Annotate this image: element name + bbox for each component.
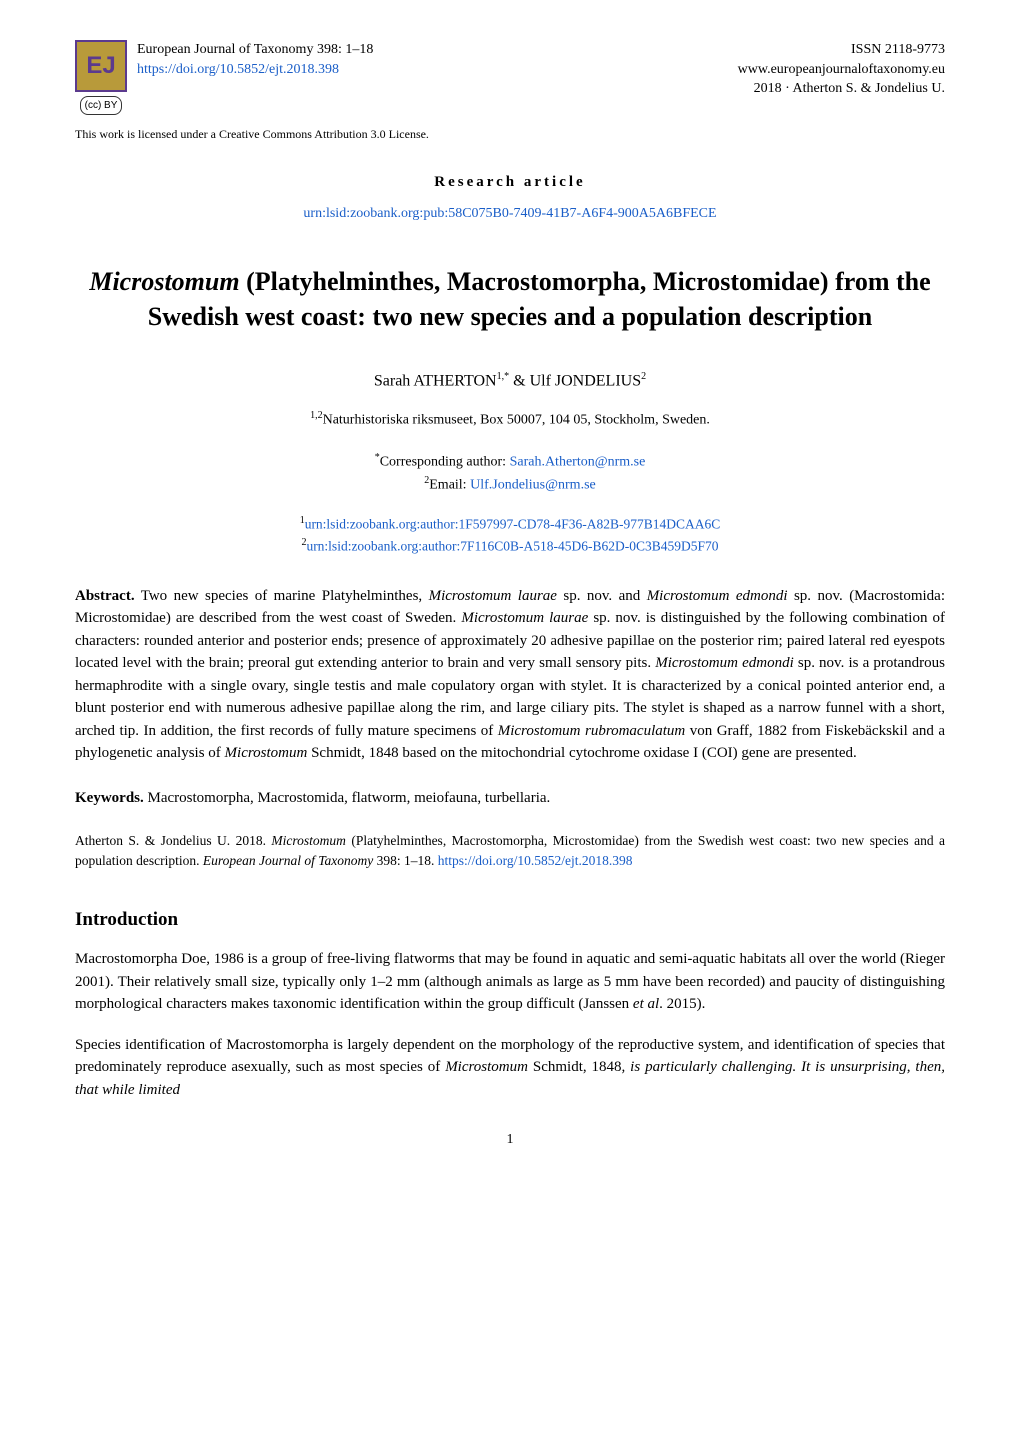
author-1-name: Sarah ATHERTON — [374, 373, 497, 390]
affiliation-sup: 1,2 — [310, 410, 323, 421]
corr-label-1: Corresponding author: — [380, 455, 510, 470]
title-italic: Microstomum — [89, 267, 239, 296]
urn-main-link[interactable]: urn:lsid:zoobank.org:pub:58C075B0-7409-4… — [303, 206, 716, 221]
affiliation: 1,2Naturhistoriska riksmuseet, Box 50007… — [75, 408, 945, 431]
abs-p1: Two new species of marine Platyhelminthe… — [135, 588, 429, 604]
authors-amp: & — [509, 373, 529, 390]
corr-email-2[interactable]: Ulf.Jondelius@nrm.se — [470, 477, 596, 492]
cc-by-icon: (cc) BY — [80, 96, 123, 115]
author-urn-2-link[interactable]: urn:lsid:zoobank.org:author:7F116C0B-A51… — [306, 539, 718, 554]
author-urn-2: 2urn:lsid:zoobank.org:author:7F116C0B-A5… — [75, 535, 945, 557]
authors-line: Sarah ATHERTON1,* & Ulf JONDELIUS2 — [75, 369, 945, 393]
abs-i1: Microstomum laurae — [429, 588, 557, 604]
title-rest: (Platyhelminthes, Macrostomorpha, Micros… — [148, 267, 931, 331]
article-type: Research article — [75, 171, 945, 194]
affiliation-text: Naturhistoriska riksmuseet, Box 50007, 1… — [323, 412, 710, 427]
abs-i4: Microstomum edmondi — [655, 655, 794, 671]
intro-p1a: Macrostomorpha Doe, 1986 is a group of f… — [75, 951, 945, 1012]
journal-logo-box: EJ (cc) BY — [75, 40, 127, 115]
header-left: EJ (cc) BY European Journal of Taxonomy … — [75, 40, 373, 115]
copyright-line: 2018 · Atherton S. & Jondelius U. — [738, 79, 945, 99]
corresponding-block: *Corresponding author: Sarah.Atherton@nr… — [75, 450, 945, 495]
cite-p3: 398: 1–18. — [373, 853, 438, 868]
header-right: ISSN 2118-9773 www.europeanjournaloftaxo… — [738, 40, 945, 99]
keywords: Keywords. Macrostomorpha, Macrostomida, … — [75, 787, 945, 810]
ej-logo-icon: EJ — [75, 40, 127, 92]
intro-para-1: Macrostomorpha Doe, 1986 is a group of f… — [75, 948, 945, 1016]
abs-i6: Microstomum — [225, 745, 308, 761]
page-number: 1 — [75, 1129, 945, 1150]
license-line: This work is licensed under a Creative C… — [75, 125, 945, 143]
abs-i5: Microstomum rubromaculatum — [498, 723, 686, 739]
corr-label-2: Email: — [429, 477, 470, 492]
doi-link[interactable]: https://doi.org/10.5852/ejt.2018.398 — [137, 62, 339, 77]
intro-p1i: et al — [633, 996, 659, 1012]
author-2-name: Ulf JONDELIUS — [530, 373, 642, 390]
issn-line: ISSN 2118-9773 — [738, 40, 945, 60]
keywords-label: Keywords. — [75, 790, 144, 806]
author-urn-1: 1urn:lsid:zoobank.org:author:1F597997-CD… — [75, 513, 945, 535]
keywords-text: Macrostomorpha, Macrostomida, flatworm, … — [144, 790, 551, 806]
abstract: Abstract. Two new species of marine Plat… — [75, 585, 945, 765]
author-1-sup: 1,* — [497, 371, 510, 382]
abs-p2: sp. nov. and — [557, 588, 647, 604]
cite-i2: European Journal of Taxonomy — [203, 853, 373, 868]
intro-p2i: Microstomum — [445, 1059, 528, 1075]
author-urns: 1urn:lsid:zoobank.org:author:1F597997-CD… — [75, 513, 945, 557]
abs-p7: Schmidt, 1848 based on the mitochondrial… — [307, 745, 856, 761]
author-2-sup: 2 — [641, 371, 646, 382]
abstract-label: Abstract. — [75, 588, 135, 604]
corresponding-line-1: *Corresponding author: Sarah.Atherton@nr… — [75, 450, 945, 473]
header-info: European Journal of Taxonomy 398: 1–18 h… — [137, 40, 373, 115]
journal-line: European Journal of Taxonomy 398: 1–18 — [137, 40, 373, 60]
site-line: www.europeanjournaloftaxonomy.eu — [738, 60, 945, 80]
author-urn-1-link[interactable]: urn:lsid:zoobank.org:author:1F597997-CD7… — [305, 517, 721, 532]
abs-i2: Microstomum edmondi — [647, 588, 788, 604]
intro-p1b: . 2015). — [659, 996, 705, 1012]
page-header: EJ (cc) BY European Journal of Taxonomy … — [75, 40, 945, 115]
citation: Atherton S. & Jondelius U. 2018. Microst… — [75, 831, 945, 870]
intro-p2b: Schmidt, 1848 — [528, 1059, 622, 1075]
article-title: Microstomum (Platyhelminthes, Macrostomo… — [75, 264, 945, 334]
cite-doi-link[interactable]: https://doi.org/10.5852/ejt.2018.398 — [438, 853, 633, 868]
introduction-heading: Introduction — [75, 906, 945, 935]
urn-main: urn:lsid:zoobank.org:pub:58C075B0-7409-4… — [75, 202, 945, 225]
cite-p1: Atherton S. & Jondelius U. 2018. — [75, 833, 271, 848]
intro-para-2: Species identification of Macrostomorpha… — [75, 1034, 945, 1102]
cite-i1: Microstomum — [271, 833, 346, 848]
corresponding-line-2: 2Email: Ulf.Jondelius@nrm.se — [75, 473, 945, 496]
abs-i3: Microstomum laurae — [461, 610, 588, 626]
corr-email-1[interactable]: Sarah.Atherton@nrm.se — [510, 455, 646, 470]
